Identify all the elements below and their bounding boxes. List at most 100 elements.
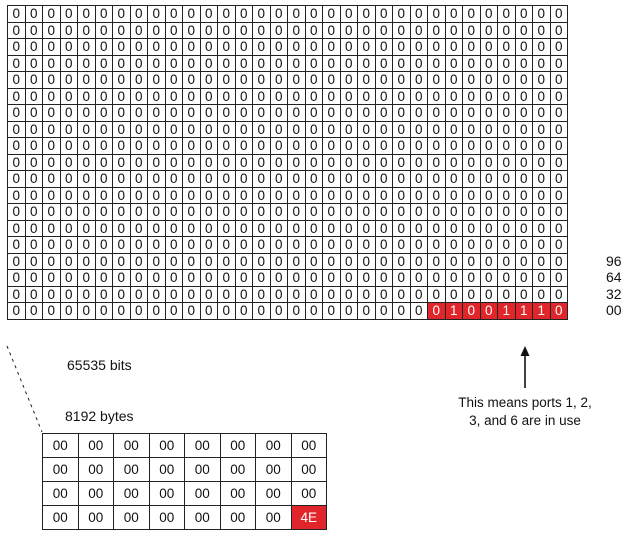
bit-cell: 0 [199,186,218,204]
bit-cell: 0 [357,104,376,122]
bit-cell: 0 [462,170,481,188]
byte-row: 00 00 00 00 00 00 00 00 [42,433,327,458]
byte-cell: 00 [42,505,79,530]
bit-cell: 0 [427,285,446,303]
ports-note-line2: 3, and 6 are in use [469,413,581,428]
bit-cell: 0 [59,170,78,188]
bit-cell: 0 [7,87,26,105]
bit-cell: 0 [94,236,113,254]
bit-cell: 0 [497,38,516,56]
bit-cell: 0 [532,104,551,122]
bit-cell: 0 [147,236,166,254]
bit-cell: 0 [42,203,61,221]
bit-cell: 0 [514,269,533,287]
bit-cell: 0 [427,170,446,188]
bit-cell: 0 [392,71,411,89]
bit-cell: 0 [129,252,148,270]
bit-cell: 0 [182,302,201,320]
bit-cell: 0 [199,236,218,254]
bit-cell: 0 [182,104,201,122]
bit-cell: 0 [164,54,183,72]
bit-cell: 0 [147,104,166,122]
bit-cell: 0 [462,38,481,56]
bit-cell: 0 [112,120,131,138]
byte-cell: 00 [255,481,292,506]
bit-cell-highlighted: 0 [427,302,446,320]
bit-cell: 0 [182,137,201,155]
bit-cell: 0 [24,219,43,237]
bit-cell: 0 [304,87,323,105]
bit-cell: 0 [147,71,166,89]
bit-cell-highlighted: 1 [532,302,551,320]
row-offset-label: 64 [606,269,622,285]
bit-cell: 0 [287,71,306,89]
bit-cell: 0 [59,285,78,303]
bit-cell: 0 [374,252,393,270]
bit-cell: 0 [514,170,533,188]
row-offset-label: 00 [606,302,622,318]
byte-cell: 00 [113,433,150,458]
bit-cell: 0 [42,269,61,287]
bit-cell: 0 [112,252,131,270]
bit-cell: 0 [374,120,393,138]
bit-cell: 0 [77,170,96,188]
bit-cell: 0 [444,5,463,23]
bit-cell: 0 [549,137,568,155]
bit-cell: 0 [357,170,376,188]
bit-cell: 0 [217,104,236,122]
bit-cell: 0 [392,186,411,204]
bit-cell: 0 [514,21,533,39]
bit-cell: 0 [77,137,96,155]
bit-cell: 0 [287,120,306,138]
bit-cell: 0 [24,170,43,188]
bit-cell: 0 [234,170,253,188]
bit-cell: 0 [42,236,61,254]
bit-cell: 0 [94,302,113,320]
bit-cell: 0 [112,21,131,39]
bit-cell: 0 [409,219,428,237]
bit-cell: 0 [444,87,463,105]
bit-cell: 0 [304,203,323,221]
bit-cell: 0 [514,87,533,105]
bit-cell: 0 [269,236,288,254]
bit-cell: 0 [462,285,481,303]
bit-cell: 0 [234,203,253,221]
bit-cell: 0 [129,5,148,23]
bit-cell: 0 [322,252,341,270]
bit-cell: 0 [444,236,463,254]
bit-cell: 0 [269,5,288,23]
bit-cell: 0 [549,71,568,89]
bit-cell: 0 [497,186,516,204]
bit-cell: 0 [217,21,236,39]
bit-cell: 0 [549,54,568,72]
bit-cell: 0 [409,87,428,105]
bit-cell: 0 [392,153,411,171]
bit-cell: 0 [7,236,26,254]
bit-cell: 0 [514,203,533,221]
bit-cell: 0 [322,87,341,105]
bit-cell: 0 [7,186,26,204]
byte-cell-highlighted: 4E [290,505,327,530]
bit-cell: 0 [77,38,96,56]
bit-cell: 0 [322,285,341,303]
bit-cell: 0 [444,252,463,270]
bit-cell: 0 [497,120,516,138]
bit-cell: 0 [322,54,341,72]
bit-cell: 0 [479,21,498,39]
bit-cell: 0 [357,153,376,171]
bit-cell: 0 [322,186,341,204]
bit-cell: 0 [129,137,148,155]
bit-cell: 0 [7,285,26,303]
bit-cell: 0 [287,236,306,254]
byte-row: 00 00 00 00 00 00 00 4E [42,505,327,530]
bit-cell: 0 [147,170,166,188]
bit-cell: 0 [199,71,218,89]
bit-cell: 0 [462,203,481,221]
bit-cell: 0 [199,302,218,320]
bit-cell: 0 [42,120,61,138]
bit-cell: 0 [479,137,498,155]
bit-cell: 0 [357,219,376,237]
dashed-connector [6,345,43,433]
bit-cell: 0 [269,252,288,270]
